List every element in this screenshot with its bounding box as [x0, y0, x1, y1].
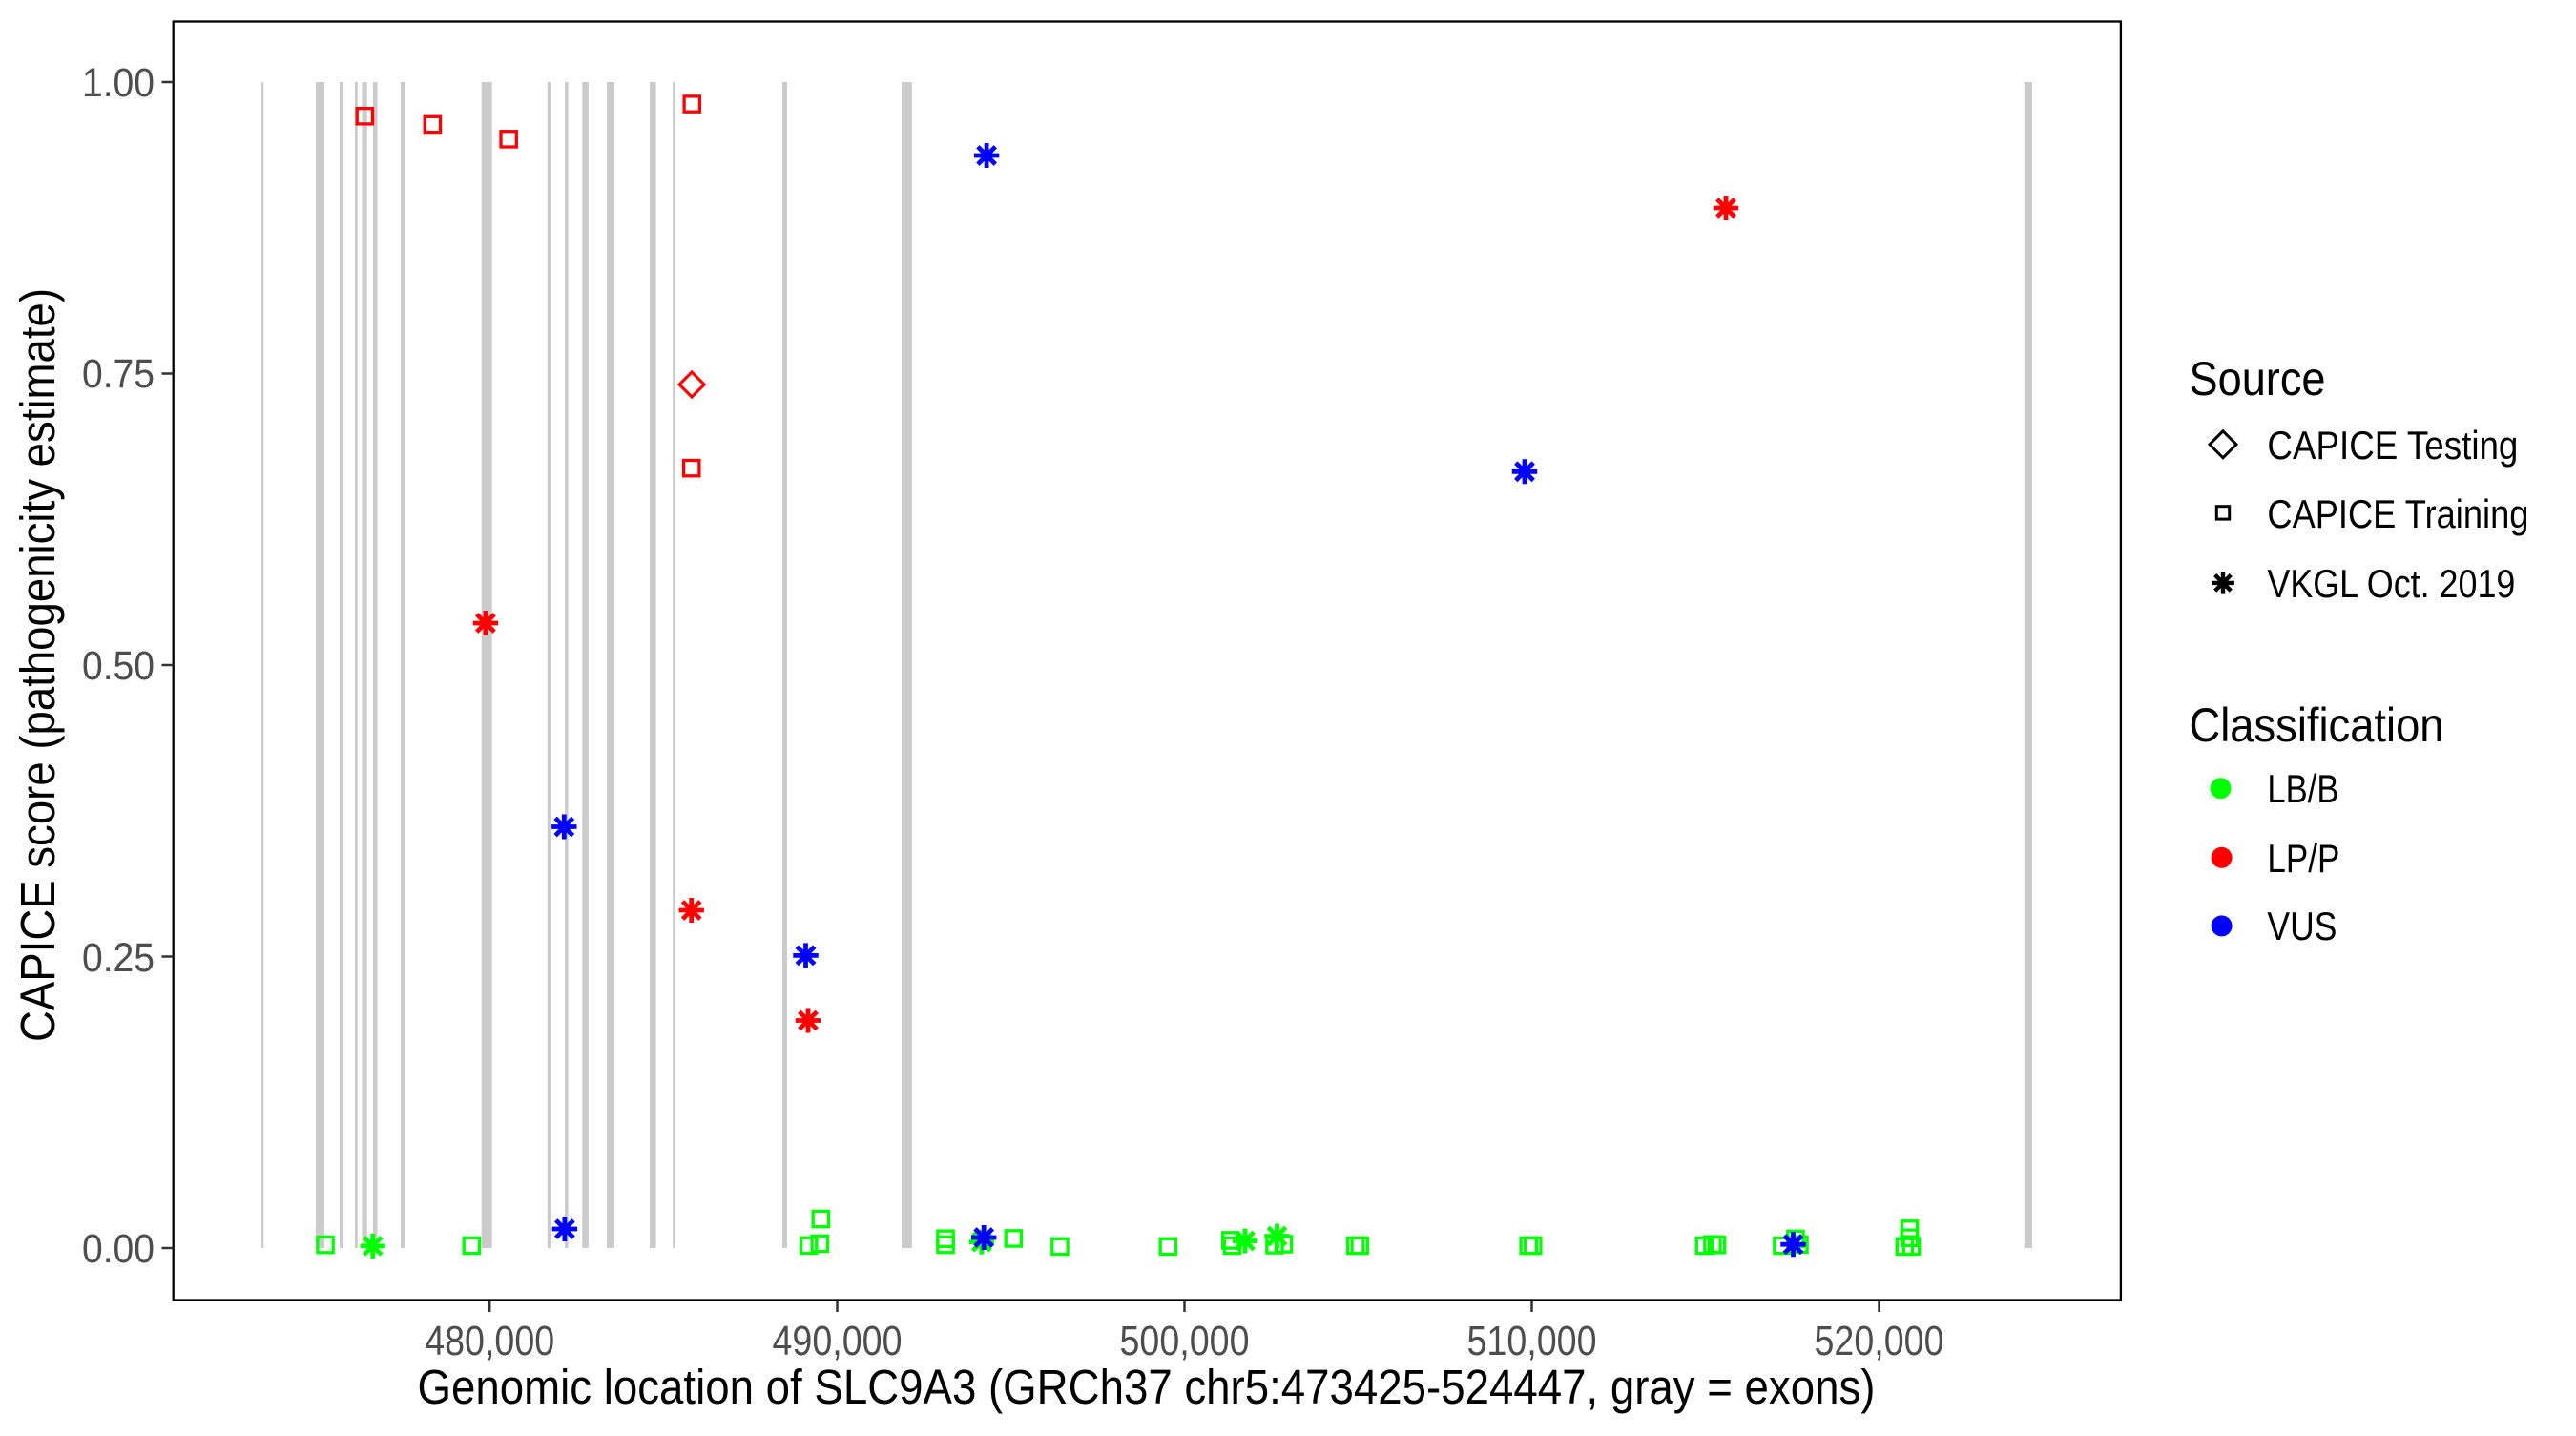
svg-text:CAPICE Training: CAPICE Training	[2267, 491, 2528, 536]
svg-text:0.75: 0.75	[82, 351, 155, 397]
svg-text:CAPICE score (pathogenicity es: CAPICE score (pathogenicity estimate)	[10, 288, 65, 1042]
svg-text:520,000: 520,000	[1815, 1318, 1944, 1364]
svg-text:VKGL Oct. 2019: VKGL Oct. 2019	[2267, 561, 2515, 606]
svg-text:Genomic location of SLC9A3 (GR: Genomic location of SLC9A3 (GRCh37 chr5:…	[418, 1360, 1876, 1414]
svg-text:0.00: 0.00	[82, 1226, 155, 1272]
svg-text:LB/B: LB/B	[2267, 766, 2338, 811]
svg-text:LP/P: LP/P	[2267, 836, 2339, 881]
svg-text:CAPICE Testing: CAPICE Testing	[2267, 423, 2518, 468]
svg-text:500,000: 500,000	[1120, 1318, 1250, 1364]
svg-text:Classification: Classification	[2190, 698, 2444, 752]
svg-text:510,000: 510,000	[1467, 1318, 1597, 1364]
svg-text:490,000: 490,000	[773, 1318, 903, 1364]
svg-text:Source: Source	[2190, 352, 2326, 406]
svg-text:480,000: 480,000	[425, 1318, 554, 1364]
svg-text:0.25: 0.25	[82, 935, 155, 981]
svg-text:1.00: 1.00	[82, 60, 155, 106]
svg-text:VUS: VUS	[2267, 904, 2337, 948]
svg-text:0.50: 0.50	[82, 643, 155, 689]
